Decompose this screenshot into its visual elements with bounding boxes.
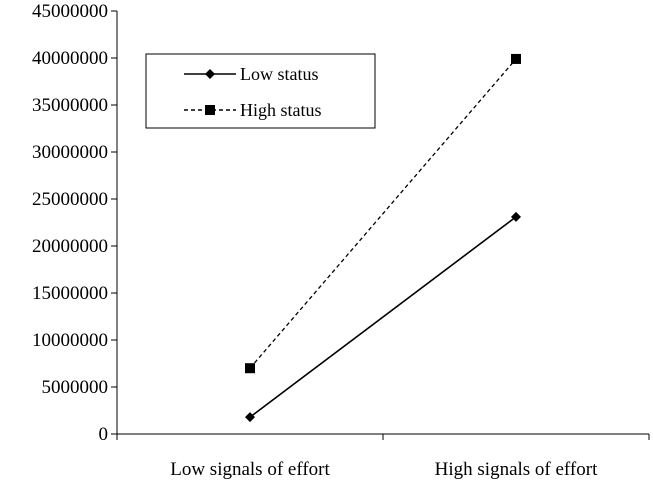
series-line (249, 58, 517, 369)
legend-label: Low status (240, 64, 319, 84)
y-tick-label: 30000000 (32, 142, 108, 163)
y-tick-label: 25000000 (32, 189, 108, 210)
legend-label: High status (240, 100, 322, 120)
y-tick-label: 15000000 (32, 283, 108, 304)
legend-square-marker (205, 105, 215, 115)
legend-box (145, 53, 376, 129)
legend-entry: High status (184, 100, 322, 120)
series-low-status (245, 211, 521, 423)
x-tick-label: High signals of effort (435, 459, 598, 480)
square-point (511, 53, 521, 64)
legend-diamond-marker (205, 69, 215, 79)
y-axis: 0 5000000 10000000 15000000 20000000 25000000… (32, 1, 118, 445)
series-layer (245, 53, 521, 423)
legend-entry: Low status (184, 64, 319, 84)
y-tick-label: 20000000 (32, 236, 108, 257)
x-tick-label: Low signals of effort (170, 459, 330, 480)
y-tick-label: 0 (99, 424, 109, 445)
y-tick-label: 35000000 (32, 95, 108, 116)
diamond-point (511, 211, 521, 222)
diamond-point (245, 412, 255, 423)
series-line (249, 216, 517, 418)
y-tick-label: 40000000 (32, 48, 108, 69)
y-tick-label: 10000000 (32, 330, 108, 351)
x-axis: Low signals of effort High signals of eff… (116, 433, 650, 480)
series-high-status (245, 53, 521, 374)
y-tick-label: 45000000 (32, 1, 108, 22)
y-tick-label: 5000000 (42, 377, 109, 398)
square-point (245, 363, 255, 374)
legend: Low status High status (145, 53, 376, 129)
